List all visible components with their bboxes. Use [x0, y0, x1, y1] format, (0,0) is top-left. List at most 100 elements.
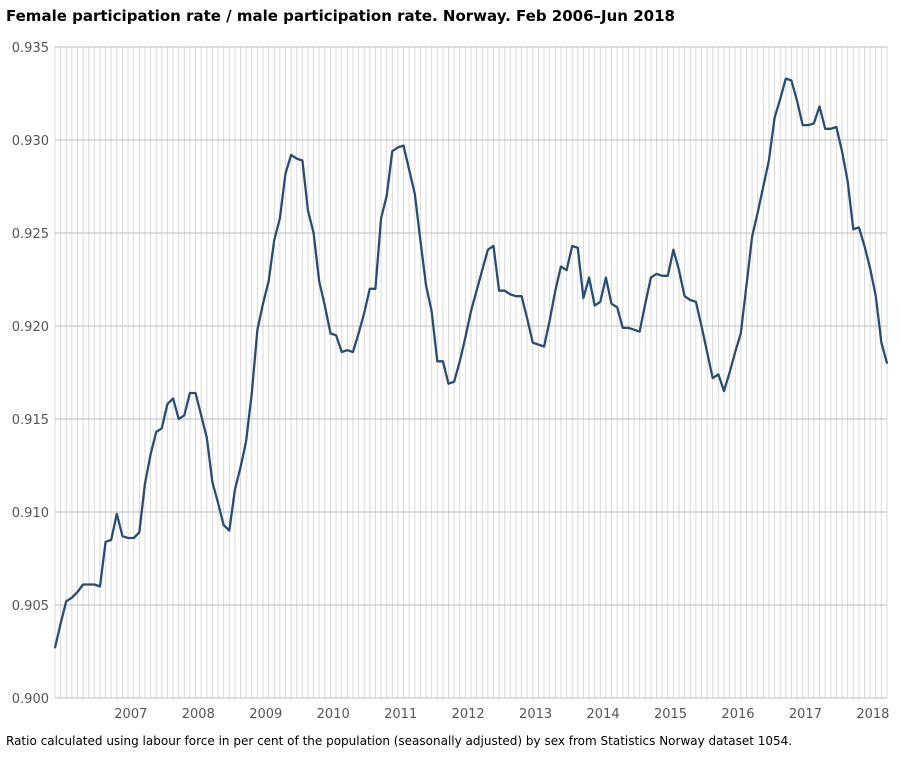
x-tick-label: 2013 [519, 707, 552, 722]
data-point [104, 540, 107, 543]
data-point [177, 418, 180, 420]
data-point [234, 488, 236, 491]
data-point [734, 351, 737, 353]
data-point [756, 211, 759, 214]
y-tick-label: 0.920 [12, 320, 49, 335]
data-point [790, 79, 793, 82]
data-point [706, 351, 708, 353]
data-point [110, 539, 113, 541]
y-tick-label: 0.925 [12, 227, 49, 242]
data-point [627, 327, 630, 329]
data-point [515, 295, 517, 298]
data-point [121, 535, 124, 537]
y-tick-label: 0.935 [12, 41, 49, 56]
y-tick-label: 0.930 [12, 134, 49, 149]
data-point [262, 302, 264, 305]
y-tick-label: 0.905 [12, 599, 49, 614]
x-tick-label: 2015 [654, 707, 687, 722]
data-point [762, 185, 765, 188]
data-point [813, 122, 815, 125]
data-point [621, 327, 624, 329]
data-point [149, 453, 152, 456]
data-point [852, 228, 855, 231]
x-tick-label: 2011 [384, 707, 417, 722]
data-point [503, 289, 506, 292]
data-point [796, 100, 798, 102]
data-point [498, 289, 500, 292]
data-point [650, 276, 652, 279]
x-tick-label: 2008 [182, 707, 215, 722]
data-point [616, 306, 618, 309]
data-point [425, 284, 427, 286]
data-point [751, 235, 753, 238]
data-point [419, 239, 422, 242]
x-tick-label: 2010 [317, 707, 350, 722]
data-point [599, 301, 602, 303]
x-axis-ticks: 2007 2008 2009 2010 2011 2012 2013 2014 2015 2016… [114, 707, 889, 722]
data-point [189, 392, 191, 394]
vertical-gridlines [54, 47, 888, 698]
data-point [99, 585, 101, 588]
data-point [835, 126, 838, 128]
data-point [801, 124, 804, 126]
data-point [785, 77, 787, 80]
data-point [132, 537, 135, 539]
data-point [593, 304, 596, 307]
data-point [740, 332, 742, 335]
data-point [144, 483, 146, 485]
source-note: Ratio calculated using labour force in p… [6, 734, 793, 748]
data-point [543, 345, 545, 348]
data-point [273, 239, 276, 242]
data-point [172, 397, 174, 400]
data-point [65, 600, 68, 603]
data-point [413, 193, 416, 195]
data-point [779, 98, 781, 100]
data-point [638, 330, 641, 333]
data-point [335, 334, 337, 337]
data-point [397, 146, 399, 149]
data-point [374, 288, 377, 290]
data-point [166, 403, 169, 405]
data-point [290, 154, 292, 156]
data-point [357, 332, 360, 335]
y-tick-label: 0.915 [12, 413, 49, 428]
data-point [324, 304, 326, 307]
data-point [582, 297, 585, 299]
data-point [116, 513, 118, 515]
data-point [200, 414, 202, 417]
data-point [329, 332, 332, 335]
data-point [745, 284, 748, 286]
data-point [548, 319, 551, 322]
data-point [481, 269, 484, 272]
data-point [464, 336, 467, 338]
data-point [458, 360, 461, 363]
data-point [59, 622, 62, 625]
data-point [554, 289, 557, 292]
data-point [644, 302, 647, 305]
data-point [532, 341, 534, 344]
data-point [340, 351, 343, 353]
data-point [672, 248, 675, 251]
data-point [318, 280, 321, 283]
data-point [93, 583, 96, 586]
data-point [205, 436, 208, 439]
x-tick-label: 2007 [114, 707, 147, 722]
data-point [492, 245, 495, 247]
data-point [408, 168, 410, 171]
data-point [509, 293, 512, 296]
data-point [661, 274, 663, 277]
data-point [76, 591, 79, 593]
data-point [295, 157, 298, 160]
data-point [250, 392, 253, 394]
data-point [880, 341, 883, 344]
data-point [217, 501, 219, 504]
data-point [571, 245, 573, 247]
data-point [863, 245, 866, 247]
data-point [470, 310, 472, 312]
data-point [869, 267, 871, 270]
data-point [588, 276, 590, 279]
data-point [183, 414, 186, 417]
data-point [824, 128, 826, 130]
data-point [655, 273, 658, 275]
